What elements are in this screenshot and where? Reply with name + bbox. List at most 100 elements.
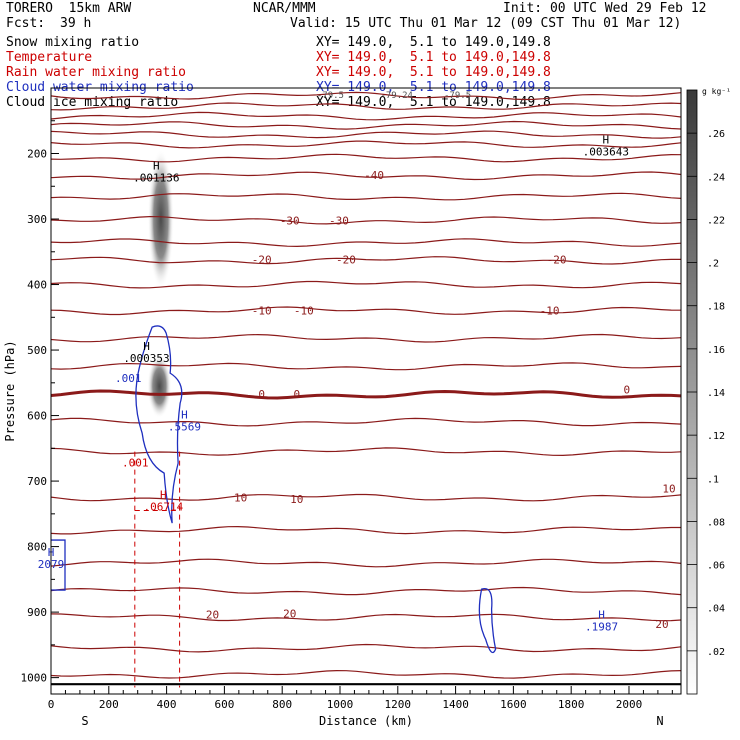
init-time: Init: 00 UTC Wed 29 Feb 12: [503, 1, 707, 16]
x-tick-label: 800: [272, 698, 292, 711]
contour-label: 10: [662, 482, 675, 495]
extremum-value: .001: [122, 457, 149, 470]
temperature-contour: [50, 153, 682, 163]
temperature-contour-layer: [50, 91, 682, 679]
temperature-contour: [50, 417, 682, 427]
contour-label: 10: [234, 491, 247, 504]
colorbar-unit: g kg⁻¹: [702, 87, 731, 96]
contour-label: -30: [329, 214, 349, 227]
extremum-marker: H: [598, 608, 605, 621]
colorbar-tick-label: .18: [707, 302, 725, 313]
field-name: Cloud ice mixing ratio: [6, 95, 179, 110]
field-name: Rain water mixing ratio: [6, 65, 187, 80]
y-tick-label: 900: [27, 606, 47, 619]
colorbar-tick-label: .1: [707, 474, 719, 485]
extremum-value: .1987: [585, 620, 618, 633]
cloud-water-contour: [135, 325, 183, 524]
temperature-contour: [50, 558, 682, 568]
y-tick-label: 400: [27, 279, 47, 292]
x-tick-label: 200: [99, 698, 119, 711]
field-name: Snow mixing ratio: [6, 35, 140, 50]
north-label: N: [656, 714, 663, 728]
temperature-contour: [50, 171, 682, 181]
snow-shading: [147, 149, 174, 290]
temperature-contour: [50, 362, 682, 371]
temperature-contour: [50, 586, 682, 596]
org-label: NCAR/MMM: [253, 1, 316, 16]
valid-time: Valid: 15 UTC Thu 01 Mar 12 (09 CST Thu …: [290, 16, 682, 31]
temperature-contour: [50, 102, 682, 111]
extremum-marker: H: [153, 160, 160, 173]
y-tick-label: 600: [27, 410, 47, 423]
extremum-marker: H: [181, 409, 188, 422]
temperature-contour: [50, 306, 682, 316]
temperature-contour: [50, 238, 682, 248]
x-tick-label: 600: [214, 698, 234, 711]
field-xy: XY= 149.0, 5.1 to 149.0,149.8: [316, 35, 551, 50]
cloud-water-contour-layer: [51, 325, 497, 688]
axes-layer: 0 200 400 600 800 1000 1200 1400 1600 1800 2000200…: [3, 87, 682, 728]
contour-label: -20: [336, 254, 356, 267]
x-tick-label: 1400: [442, 698, 469, 711]
contour-label: -20: [547, 254, 567, 267]
y-tick-label: 200: [27, 148, 47, 161]
field-name: Temperature: [6, 50, 93, 65]
temperature-contour: [50, 111, 682, 121]
temperature-contour: [50, 140, 682, 149]
colorbar-tick-label: .16: [707, 345, 725, 356]
forecast-hour: 39 h: [60, 16, 92, 31]
overlay-label: -79.5: [317, 91, 344, 101]
contour-label: -10: [294, 305, 314, 318]
extremum-marker: H: [160, 489, 167, 502]
y-axis-label: Pressure (hPa): [3, 340, 17, 441]
temperature-contour: [50, 333, 682, 343]
extremum-value: .001136: [133, 172, 179, 185]
contour-label: 20: [206, 609, 219, 622]
temperature-contour: [50, 447, 682, 457]
y-tick-label: 500: [27, 344, 47, 357]
temperature-contour: [50, 643, 682, 653]
colorbar-tick-label: .2: [707, 259, 719, 270]
colorbar-tick-label: .04: [707, 604, 725, 615]
colorbar-tick-label: .24: [707, 172, 725, 183]
extremum-value: .001: [115, 372, 142, 385]
forecast-label: Fcst:: [6, 16, 46, 31]
y-tick-label: 800: [27, 541, 47, 554]
temperature-contour: [50, 389, 682, 400]
x-tick-label: 1200: [385, 698, 412, 711]
field-xy: XY= 149.0, 5.1 to 149.0,149.8: [316, 50, 551, 65]
contour-label: -10: [252, 305, 272, 318]
temperature-contour: [50, 192, 682, 201]
contour-label: -40: [364, 169, 384, 182]
x-tick-label: 0: [48, 698, 55, 711]
overlay-label: -79.5: [444, 91, 471, 101]
colorbar-tick-label: .02: [707, 647, 725, 658]
snow-shading-layer: [147, 149, 174, 419]
y-tick-label: 300: [27, 213, 47, 226]
colorbar-tick-label: .08: [707, 517, 725, 528]
extremum-value: .5569: [168, 421, 201, 434]
x-tick-label: 1800: [558, 698, 585, 711]
y-tick-label: 700: [27, 475, 47, 488]
contour-label: -20: [252, 254, 272, 267]
temperature-contour: [50, 613, 682, 622]
contour-label: 20: [283, 607, 296, 620]
field-xy: XY= 149.0, 5.1 to 149.0,149.8: [316, 65, 551, 80]
colorbar-tick-label: .12: [707, 431, 725, 442]
colorbar-tick-label: .22: [707, 215, 725, 226]
colorbar-tick-label: .14: [707, 388, 725, 399]
temperature-contour: [50, 256, 681, 265]
temperature-contour: [50, 280, 682, 289]
x-tick-label: 400: [157, 698, 177, 711]
overlay-label: -79.24: [380, 91, 413, 101]
contour-label: -10: [540, 305, 560, 318]
contour-label: 20: [655, 618, 668, 631]
contour-label: 0: [624, 383, 631, 396]
south-label: S: [81, 714, 88, 728]
contour-label: -30: [280, 214, 300, 227]
temperature-contour: [50, 669, 682, 679]
temperature-contour: [50, 525, 681, 535]
contour-label: 10: [290, 493, 303, 506]
